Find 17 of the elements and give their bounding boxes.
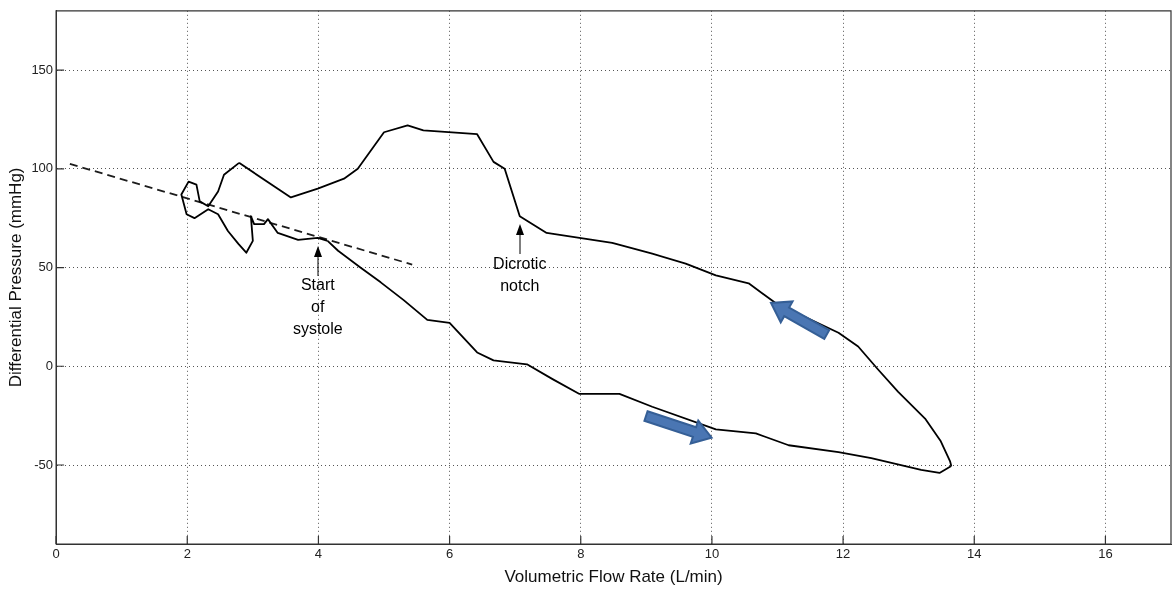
x-tick-label: 10: [704, 546, 720, 562]
y-tick-label: 150: [31, 61, 54, 77]
y-tick-label: 0: [45, 357, 54, 373]
y-tick-label: -50: [34, 456, 54, 472]
x-axis-title: Volumetric Flow Rate (L/min): [504, 567, 723, 587]
x-tick-label: 2: [183, 546, 191, 562]
y-tick-label: 50: [38, 259, 54, 275]
y-axis-title: Differential Pressure (mmHg): [5, 167, 25, 388]
annotation: Start of systole: [292, 276, 343, 338]
x-tick-label: 4: [314, 546, 323, 562]
annotation: Dicrotic notch: [493, 254, 547, 294]
x-tick-label: 16: [1098, 546, 1113, 562]
x-tick-label: 6: [445, 546, 454, 562]
y-tick-label: 100: [31, 160, 54, 176]
x-tick-label: 12: [835, 546, 851, 562]
x-tick-label: 8: [577, 546, 585, 562]
x-tick-label: 14: [967, 546, 982, 562]
